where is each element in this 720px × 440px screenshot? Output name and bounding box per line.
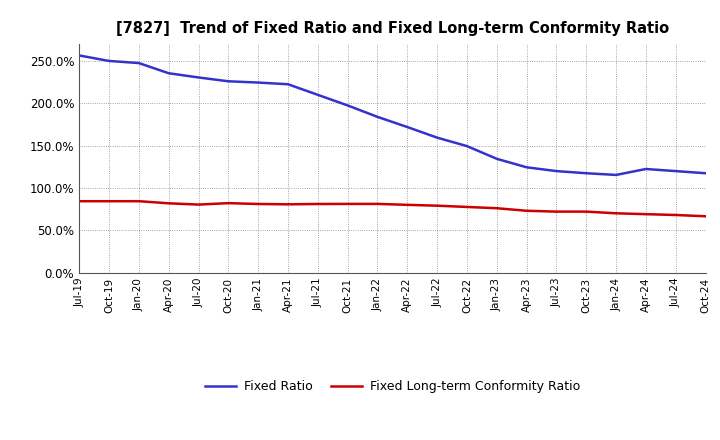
Fixed Ratio <box>672 169 680 174</box>
Fixed Long-term Conformity Ratio <box>164 201 173 206</box>
Fixed Ratio <box>433 135 441 140</box>
Fixed Ratio <box>194 75 203 80</box>
Fixed Ratio <box>522 165 531 170</box>
Fixed Long-term Conformity Ratio <box>284 202 292 207</box>
Fixed Ratio <box>642 166 650 172</box>
Fixed Long-term Conformity Ratio <box>522 208 531 213</box>
Fixed Ratio <box>224 79 233 84</box>
Fixed Long-term Conformity Ratio <box>194 202 203 207</box>
Fixed Long-term Conformity Ratio <box>135 198 143 204</box>
Fixed Ratio <box>373 114 382 120</box>
Fixed Long-term Conformity Ratio <box>672 213 680 218</box>
Line: Fixed Long-term Conformity Ratio: Fixed Long-term Conformity Ratio <box>79 201 706 216</box>
Fixed Long-term Conformity Ratio <box>612 211 621 216</box>
Fixed Ratio <box>492 156 501 161</box>
Fixed Long-term Conformity Ratio <box>104 198 113 204</box>
Line: Fixed Ratio: Fixed Ratio <box>79 55 706 175</box>
Legend: Fixed Ratio, Fixed Long-term Conformity Ratio: Fixed Ratio, Fixed Long-term Conformity … <box>199 375 585 398</box>
Fixed Ratio <box>104 59 113 64</box>
Fixed Ratio <box>284 81 292 87</box>
Fixed Ratio <box>403 125 412 130</box>
Fixed Ratio <box>552 169 561 174</box>
Fixed Long-term Conformity Ratio <box>463 204 472 209</box>
Fixed Ratio <box>75 53 84 58</box>
Fixed Long-term Conformity Ratio <box>75 198 84 204</box>
Fixed Ratio <box>463 143 472 149</box>
Fixed Ratio <box>701 171 710 176</box>
Fixed Ratio <box>254 80 263 85</box>
Title: [7827]  Trend of Fixed Ratio and Fixed Long-term Conformity Ratio: [7827] Trend of Fixed Ratio and Fixed Lo… <box>116 21 669 36</box>
Fixed Long-term Conformity Ratio <box>343 201 352 206</box>
Fixed Long-term Conformity Ratio <box>492 205 501 211</box>
Fixed Long-term Conformity Ratio <box>582 209 590 214</box>
Fixed Ratio <box>612 172 621 178</box>
Fixed Ratio <box>313 92 322 98</box>
Fixed Long-term Conformity Ratio <box>313 202 322 207</box>
Fixed Long-term Conformity Ratio <box>373 201 382 206</box>
Fixed Long-term Conformity Ratio <box>403 202 412 208</box>
Fixed Long-term Conformity Ratio <box>552 209 561 214</box>
Fixed Ratio <box>343 103 352 108</box>
Fixed Long-term Conformity Ratio <box>433 203 441 208</box>
Fixed Long-term Conformity Ratio <box>224 201 233 206</box>
Fixed Ratio <box>582 171 590 176</box>
Fixed Long-term Conformity Ratio <box>254 202 263 207</box>
Fixed Long-term Conformity Ratio <box>701 214 710 219</box>
Fixed Long-term Conformity Ratio <box>642 212 650 217</box>
Fixed Ratio <box>135 60 143 66</box>
Fixed Ratio <box>164 70 173 76</box>
